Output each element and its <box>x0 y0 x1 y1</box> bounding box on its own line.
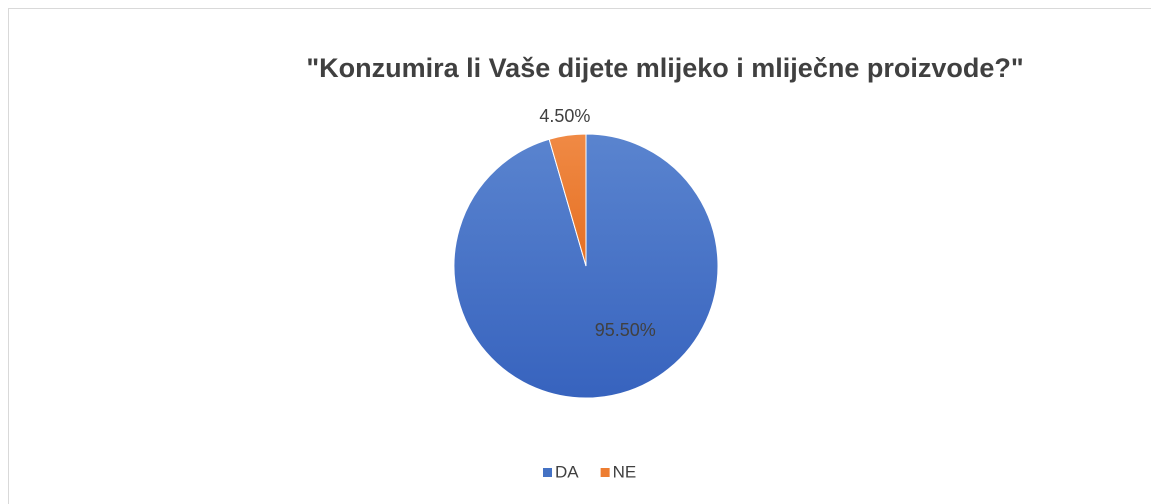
pie-slice <box>453 133 719 399</box>
legend-label: DA <box>555 462 579 481</box>
data-label: 95.50% <box>595 320 656 340</box>
legend-swatch <box>600 468 610 477</box>
chart-title: "Konzumira li Vaše dijete mlijeko i mlij… <box>306 53 1023 83</box>
data-label: 4.50% <box>539 106 590 126</box>
pie-slice <box>548 133 587 267</box>
legend-label: NE <box>613 462 637 481</box>
legend-swatch <box>543 468 552 477</box>
